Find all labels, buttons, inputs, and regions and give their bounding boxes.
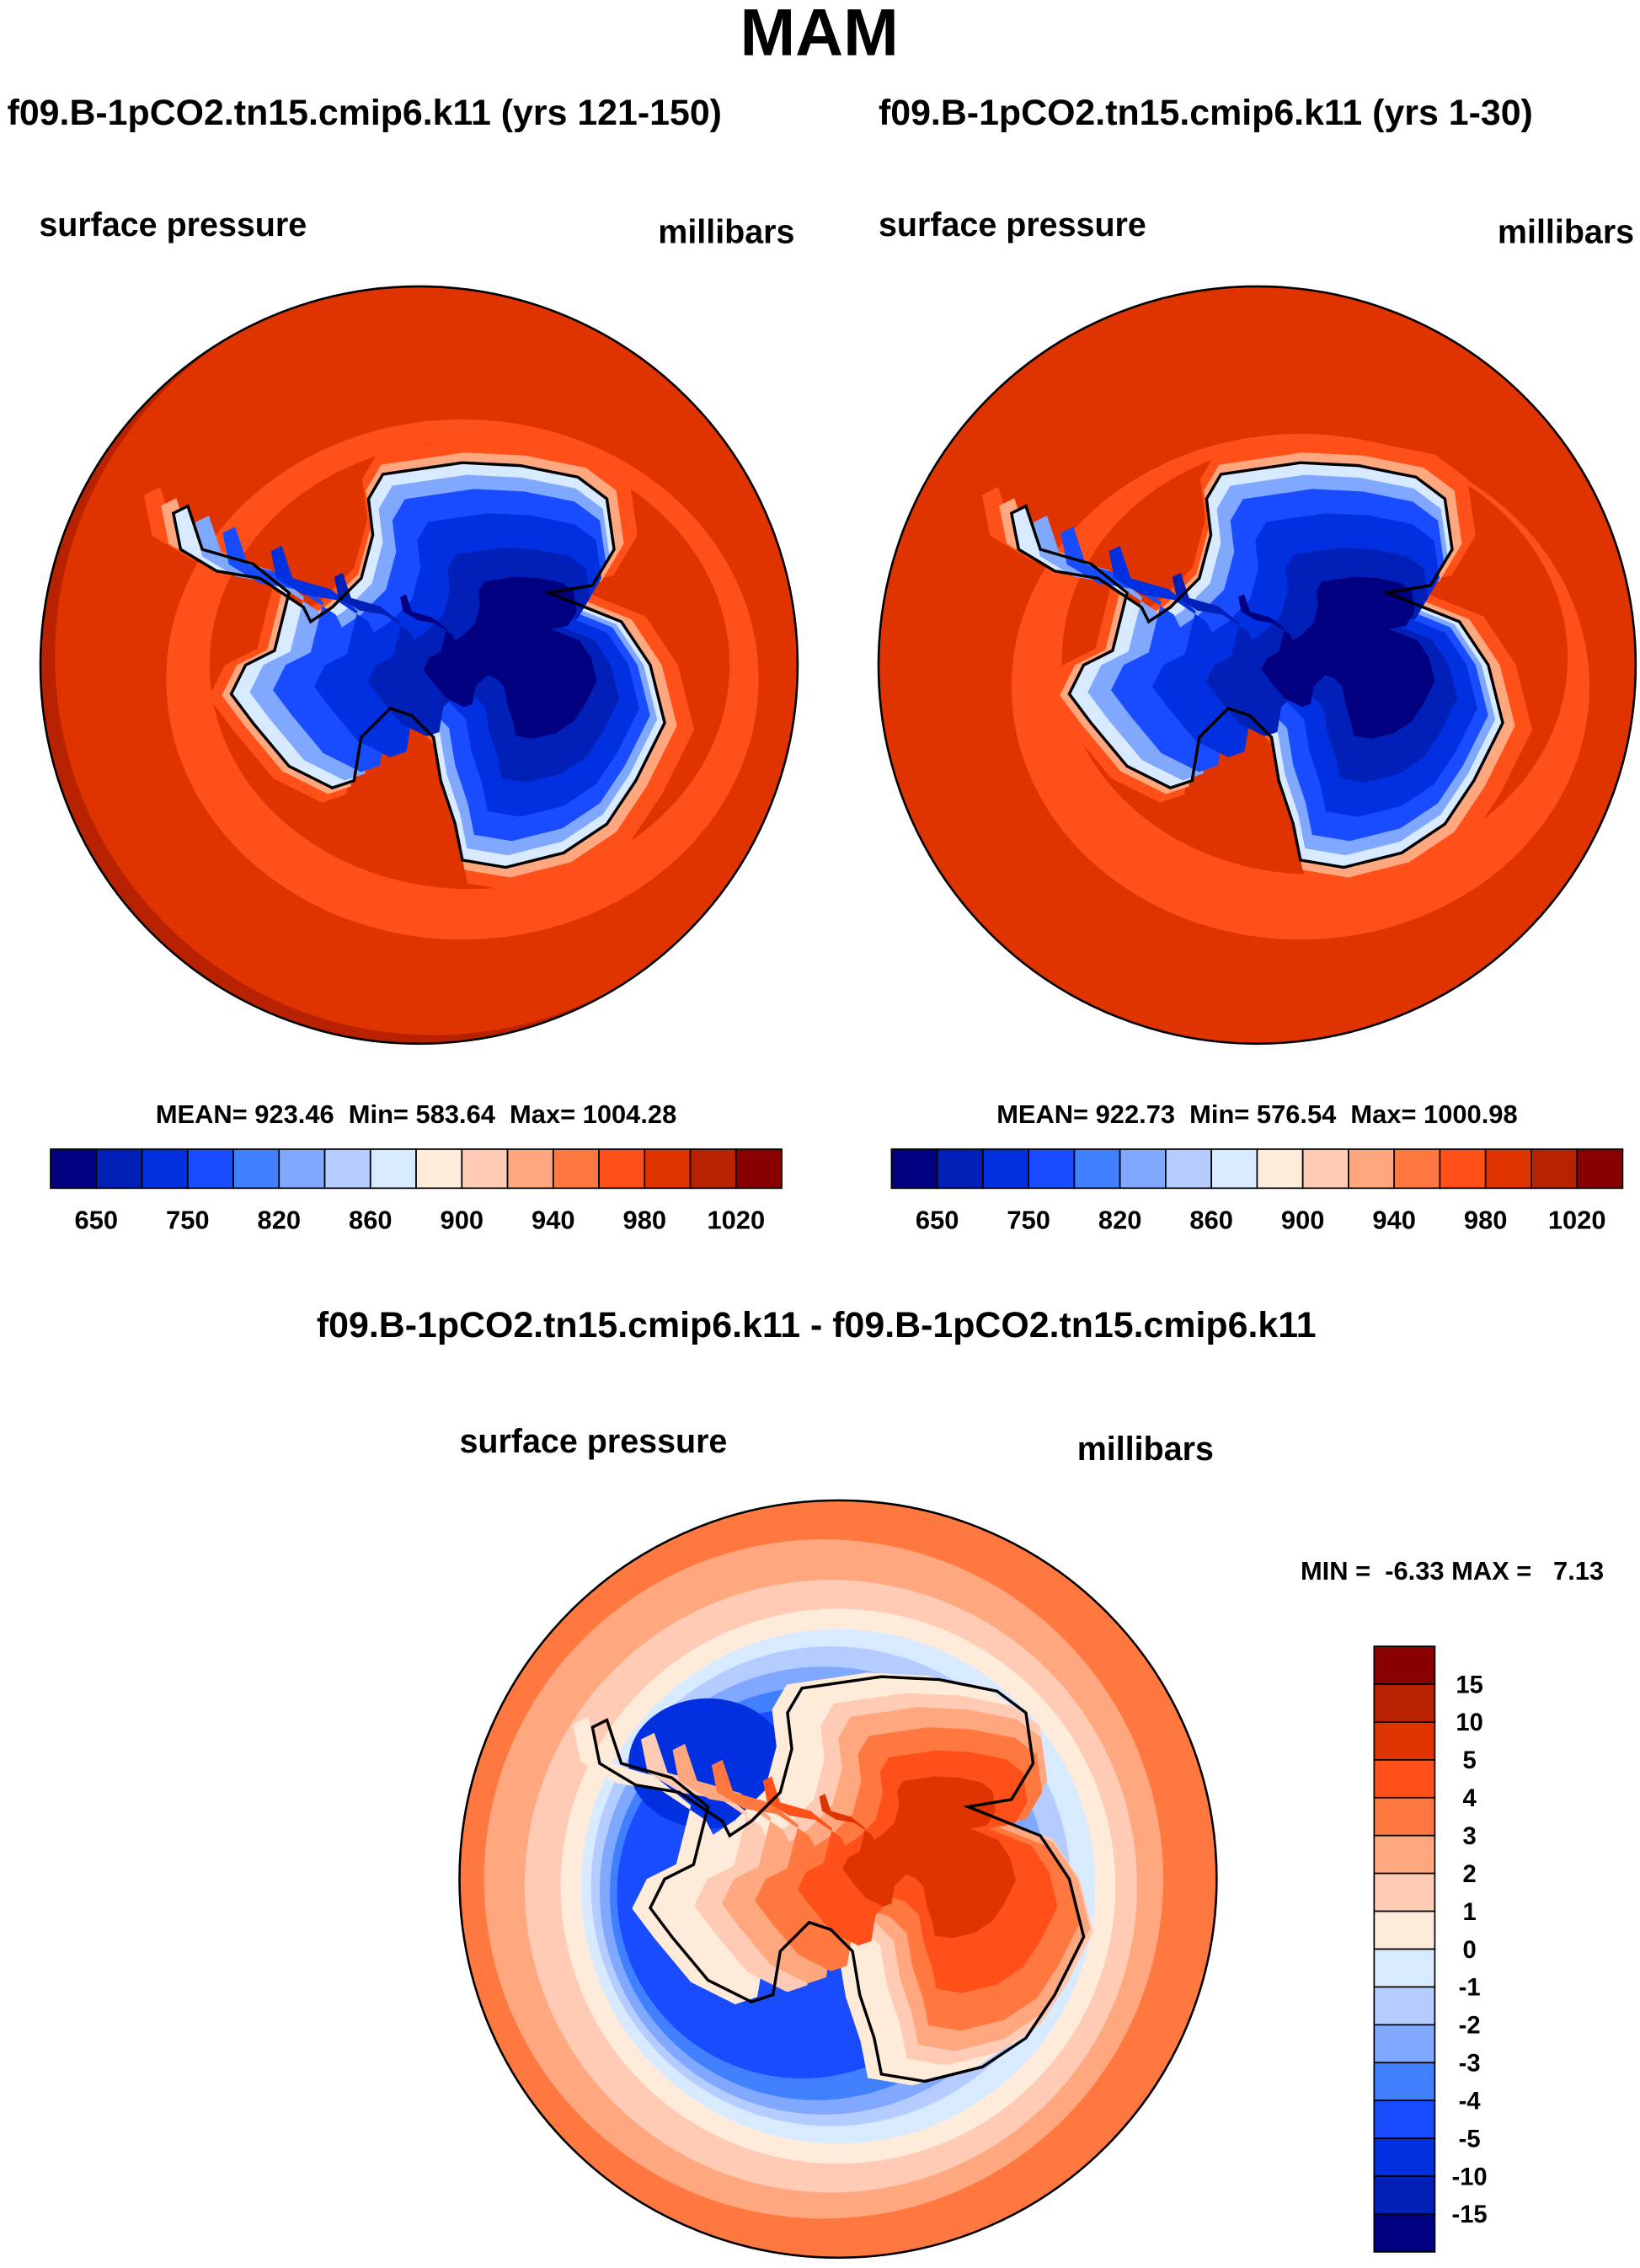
colorbar-label: 3 [1462, 1823, 1476, 1850]
colorbar-box [1373, 1645, 1436, 1685]
colorbar-box [1373, 1986, 1436, 2026]
colorbar-box [1393, 1148, 1441, 1190]
colorbar-label: 10 [1456, 1709, 1482, 1736]
panel1-map [39, 285, 799, 1046]
panel1-units: millibars [658, 213, 794, 250]
colorbar-label: -1 [1459, 1975, 1481, 2002]
colorbar-box [598, 1148, 646, 1190]
colorbar-box [1119, 1148, 1167, 1190]
colorbar-label: 820 [1098, 1205, 1142, 1234]
colorbar-label: 1020 [707, 1205, 765, 1234]
colorbar-label: 0 [1462, 1937, 1476, 1964]
colorbar-box [50, 1148, 98, 1190]
colorbar-box [1301, 1148, 1349, 1190]
colorbar-box [323, 1148, 371, 1190]
colorbar-box [1373, 1683, 1436, 1723]
panel2-case-title: f09.B-1pCO2.tn15.cmip6.k11 (yrs 1-30) [879, 93, 1533, 133]
colorbar-box [1373, 1834, 1436, 1875]
colorbar-label: 750 [166, 1205, 210, 1234]
colorbar-label: -4 [1459, 2088, 1482, 2115]
figure-title: MAM [740, 0, 898, 69]
panel1-stats: MEAN= 923.46 Min= 583.64 Max= 1004.28 [156, 1099, 676, 1129]
colorbar-label: 860 [349, 1205, 393, 1234]
colorbar-box [1484, 1148, 1532, 1190]
colorbar-label: 900 [441, 1205, 484, 1234]
colorbar-label: 1020 [1548, 1205, 1606, 1234]
panel2-map [877, 285, 1637, 1046]
colorbar-box [186, 1148, 234, 1190]
colorbar-box [1439, 1148, 1487, 1190]
colorbar-label: 980 [623, 1205, 666, 1234]
colorbar-box [415, 1148, 463, 1190]
diff-case-title: f09.B-1pCO2.tn15.cmip6.k11 - f09.B-1pCO2… [317, 1305, 1317, 1345]
colorbar-box [461, 1148, 509, 1190]
colorbar-box [1530, 1148, 1579, 1190]
colorbar-box [1373, 1872, 1436, 1912]
colorbar-label: -15 [1452, 2201, 1488, 2228]
diff-units: millibars [1077, 1431, 1214, 1468]
colorbar-box [1373, 2213, 1436, 2253]
colorbar-box [552, 1148, 600, 1190]
diff-map [458, 1499, 1218, 2260]
diff-minmax: MIN = -6.33 MAX = 7.13 [1301, 1556, 1604, 1586]
colorbar-box [1373, 1721, 1436, 1761]
colorbar-box [232, 1148, 280, 1190]
colorbar-box [1373, 2024, 1436, 2064]
colorbar-box [141, 1148, 189, 1190]
colorbar-box [644, 1148, 692, 1190]
colorbar-label: 15 [1456, 1672, 1482, 1698]
colorbar-label: 940 [1372, 1205, 1416, 1234]
colorbar-label: -3 [1459, 2051, 1481, 2078]
colorbar-label: 900 [1281, 1205, 1325, 1234]
panel1-case-title: f09.B-1pCO2.tn15.cmip6.k11 (yrs 121-150) [8, 93, 722, 133]
colorbar-box [278, 1148, 326, 1190]
colorbar-box [1028, 1148, 1076, 1190]
colorbar-box [1165, 1148, 1213, 1190]
colorbar-box [1373, 2100, 1436, 2139]
colorbar-box [1373, 1910, 1436, 1950]
colorbar-box [1373, 1948, 1436, 1988]
panel2-stats: MEAN= 922.73 Min= 576.54 Max= 1000.98 [996, 1099, 1517, 1129]
panel2-units: millibars [1498, 213, 1634, 250]
panel2-colorbar: 650 750 820 860 900 940 980 1020 [890, 1148, 1624, 1234]
colorbar-box [735, 1148, 783, 1190]
colorbar-label: 650 [916, 1205, 959, 1234]
colorbar-box [95, 1148, 143, 1190]
colorbar-label: 860 [1189, 1205, 1233, 1234]
colorbar-box [1576, 1148, 1624, 1190]
colorbar-label: -10 [1452, 2164, 1488, 2190]
colorbar-label: -5 [1459, 2126, 1481, 2153]
colorbar-box [1073, 1148, 1121, 1190]
colorbar-label: 1 [1462, 1899, 1476, 1926]
colorbar-label: 940 [532, 1205, 575, 1234]
colorbar-label: 2 [1462, 1861, 1476, 1888]
colorbar-label: 750 [1007, 1205, 1050, 1234]
colorbar-label: 980 [1464, 1205, 1507, 1234]
panel2-variable: surface pressure [879, 206, 1146, 243]
diff-variable: surface pressure [460, 1423, 728, 1460]
colorbar-box [890, 1148, 938, 1190]
colorbar-box [1373, 2137, 1436, 2177]
colorbar-label: 820 [258, 1205, 302, 1234]
colorbar-box [1210, 1148, 1258, 1190]
panel1-variable: surface pressure [39, 206, 307, 243]
colorbar-box [936, 1148, 984, 1190]
colorbar-box [1256, 1148, 1304, 1190]
colorbar-box [1373, 2062, 1436, 2102]
colorbar-label: 650 [75, 1205, 119, 1234]
panel1-colorbar: 650 750 820 860 900 940 980 1020 [50, 1148, 783, 1234]
colorbar-label: -2 [1459, 2013, 1481, 2040]
colorbar-box [1373, 2175, 1436, 2215]
colorbar-box [1373, 1796, 1436, 1837]
colorbar-box [689, 1148, 737, 1190]
colorbar-box [1373, 1759, 1436, 1799]
colorbar-box [982, 1148, 1030, 1190]
colorbar-box [506, 1148, 554, 1190]
colorbar-box [369, 1148, 417, 1190]
colorbar-box [1348, 1148, 1396, 1190]
colorbar-label: 5 [1462, 1747, 1476, 1774]
colorbar-label: 4 [1462, 1785, 1477, 1812]
